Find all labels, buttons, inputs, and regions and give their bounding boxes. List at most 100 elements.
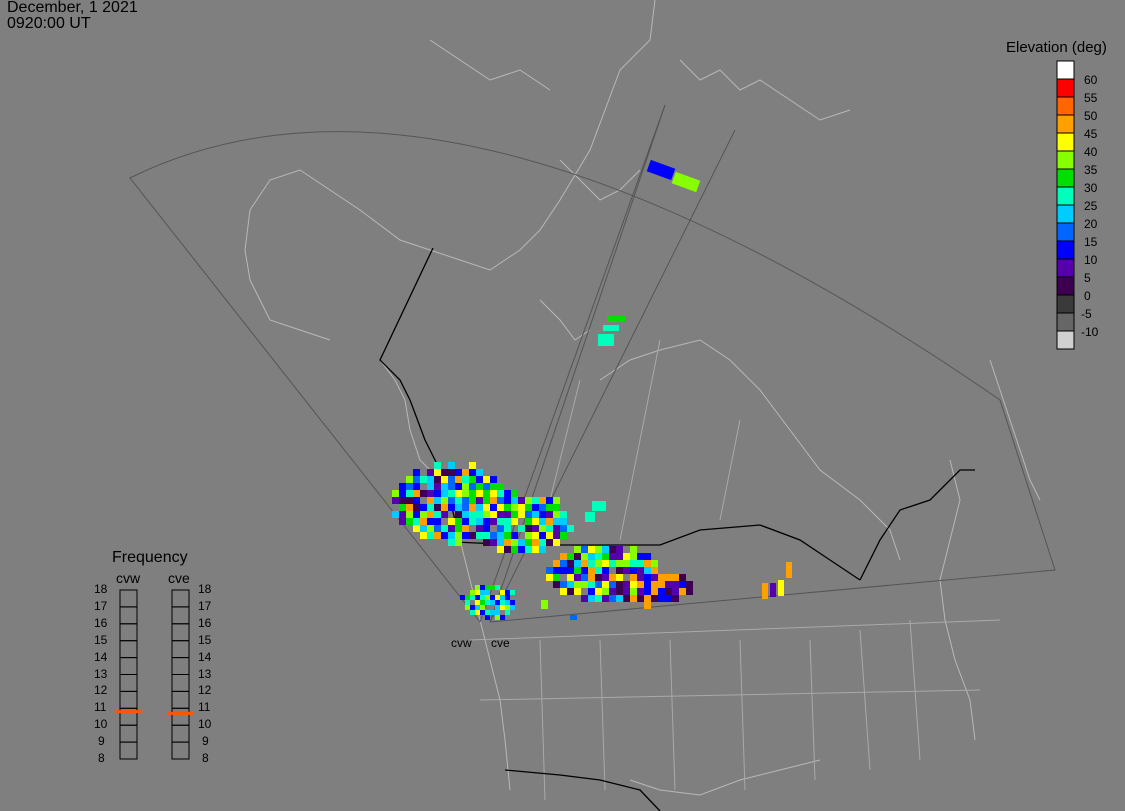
echo-cell — [448, 483, 455, 490]
echo-cell — [490, 610, 495, 615]
echo-cell — [672, 588, 679, 595]
echo-cell — [539, 497, 546, 504]
echo-cell — [483, 532, 490, 539]
echo-cell — [483, 504, 490, 511]
echo-cell — [560, 567, 567, 574]
echo-cell — [651, 588, 658, 595]
echo-cell — [399, 483, 406, 490]
echo-cell — [567, 553, 574, 560]
echo-cell — [399, 504, 406, 511]
frequency-tick: 12 — [198, 683, 212, 698]
echo-cell — [595, 588, 602, 595]
echo-cell — [490, 483, 497, 490]
echo-cell — [651, 581, 658, 588]
echo-cell — [490, 476, 497, 483]
echo-cell — [567, 574, 574, 581]
echo-cell — [469, 532, 476, 539]
echo-cell — [609, 581, 616, 588]
echo-cell — [504, 518, 511, 525]
echo-cell — [651, 567, 658, 574]
echo-cell — [581, 553, 588, 560]
echo-cell — [406, 504, 413, 511]
echo-cell — [485, 600, 490, 605]
frequency-marker — [168, 711, 193, 715]
echo-cell — [480, 600, 485, 605]
echo-cell — [679, 588, 686, 595]
frequency-cell — [171, 724, 190, 743]
echo-cell — [560, 581, 567, 588]
echo-cell — [470, 605, 475, 610]
echo-cell — [588, 588, 595, 595]
echo-cell — [392, 490, 399, 497]
echo-cell — [406, 483, 413, 490]
echo-cell — [637, 595, 644, 602]
echo-cell — [539, 539, 546, 546]
echo-cell — [448, 504, 455, 511]
echo-cell — [460, 595, 465, 600]
echo-cell — [476, 497, 483, 504]
echo-cell — [505, 610, 510, 615]
echo-cell — [546, 532, 553, 539]
frequency-gauges — [116, 589, 193, 760]
frequency-cell — [171, 707, 190, 726]
echo-cell — [420, 518, 427, 525]
echo-cell — [497, 490, 504, 497]
echo-cell — [644, 602, 651, 609]
cvw-site-label: cvw — [451, 636, 472, 650]
echo-cell — [427, 469, 434, 476]
echo-cell — [475, 595, 480, 600]
frequency-cell — [119, 640, 138, 659]
date-label: December, 1 2021 — [7, 0, 138, 16]
echo-cell — [504, 511, 511, 518]
echo-cell — [644, 588, 651, 595]
echo-cell — [434, 469, 441, 476]
echo-cell — [553, 511, 560, 518]
echo-cell — [532, 518, 539, 525]
echo-cell — [595, 553, 602, 560]
echo-cell — [623, 595, 630, 602]
echo-cell — [553, 518, 560, 525]
echo-cell — [546, 511, 553, 518]
echo-cell — [679, 574, 686, 581]
echo-cell — [560, 553, 567, 560]
echo-cell — [497, 518, 504, 525]
colorbar-tick: 20 — [1084, 217, 1098, 231]
colorbar-swatch — [1056, 132, 1075, 152]
echo-cell — [434, 511, 441, 518]
echo-cell — [462, 504, 469, 511]
echo-cell — [490, 539, 497, 546]
echo-cell — [560, 532, 567, 539]
echo-cell — [413, 490, 420, 497]
echo-cell — [413, 504, 420, 511]
frequency-tick: 8 — [98, 751, 105, 765]
echo-cell — [495, 615, 500, 620]
echo-cell — [413, 476, 420, 483]
echo-cell — [462, 469, 469, 476]
echo-cell — [602, 574, 609, 581]
echo-cell — [483, 490, 490, 497]
echo-cell — [504, 539, 511, 546]
echo-cell — [595, 595, 602, 602]
echo-cell — [567, 588, 574, 595]
colorbar-swatch — [1056, 240, 1075, 260]
echo-cell — [539, 525, 546, 532]
echo-cell — [476, 511, 483, 518]
echo-cell — [455, 469, 462, 476]
frequency-tick: 10 — [198, 717, 212, 732]
echo-cell — [476, 518, 483, 525]
echo-cell — [581, 560, 588, 567]
echo-cell — [616, 546, 623, 553]
colorbar-tick: 60 — [1084, 73, 1098, 87]
echo-cell — [623, 553, 630, 560]
echo-cell — [546, 567, 553, 574]
colorbar-tick: 15 — [1084, 235, 1098, 249]
echo-cell — [420, 504, 427, 511]
echo-cell — [469, 483, 476, 490]
echo-cell — [623, 567, 630, 574]
echo-cell — [455, 539, 462, 546]
echo-cell — [651, 595, 658, 602]
echo-cell — [485, 610, 490, 615]
echo-cell — [413, 483, 420, 490]
echo-cell — [616, 553, 623, 560]
echo-cell — [490, 511, 497, 518]
